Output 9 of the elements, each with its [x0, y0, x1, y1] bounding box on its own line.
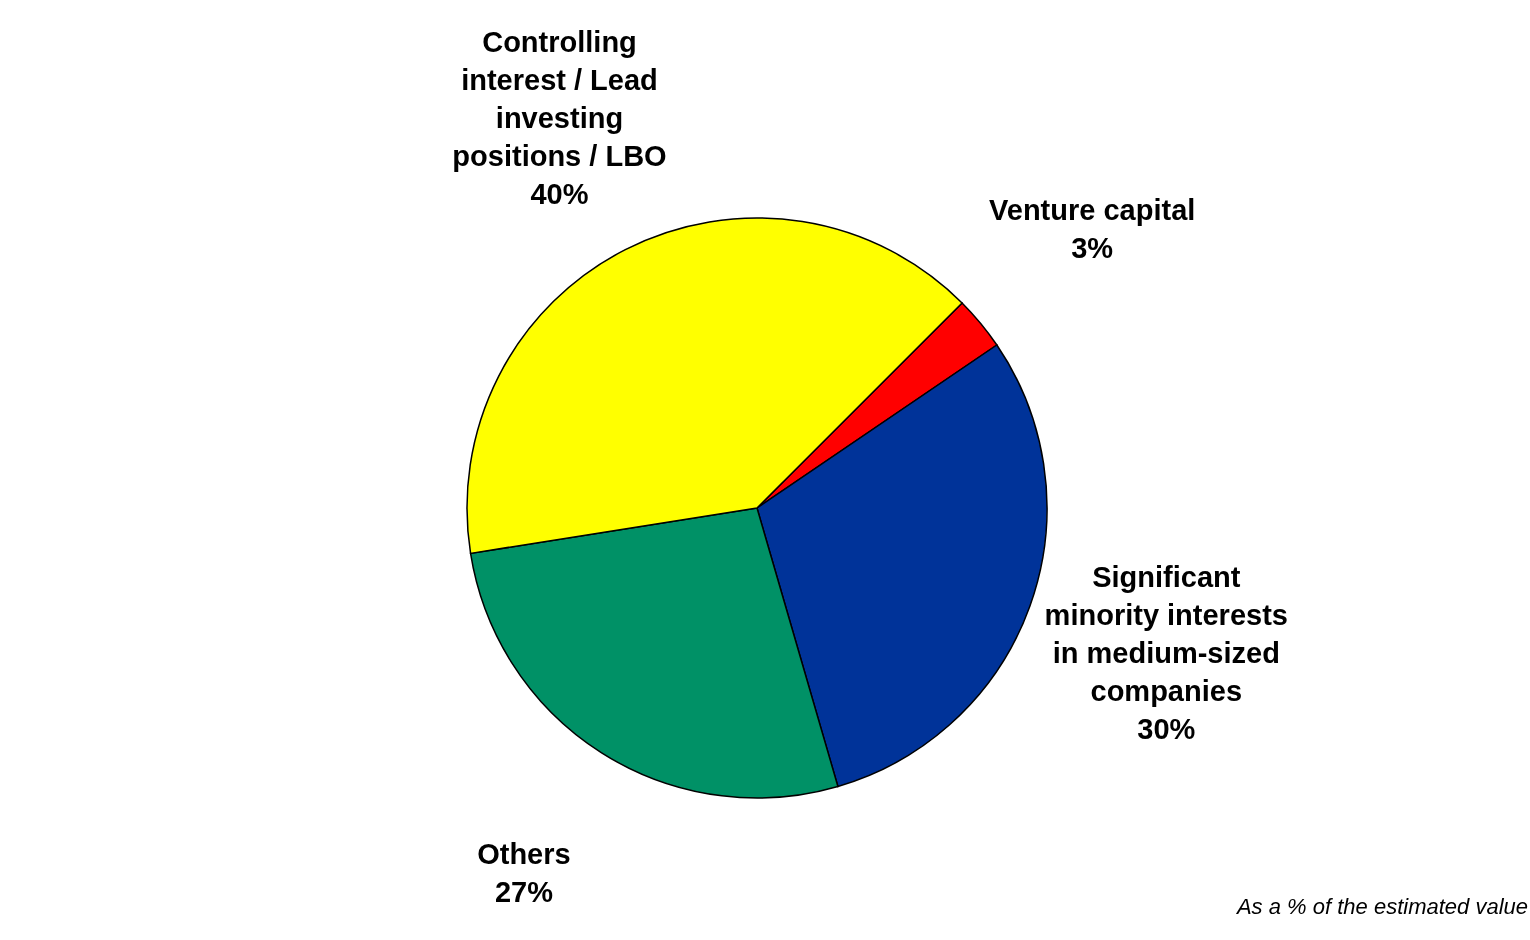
- data-label: 3%: [1071, 231, 1114, 264]
- text: As a % of the estimated value: [1236, 894, 1528, 920]
- data-label: 30%: [1137, 713, 1196, 746]
- slice-label: Venture capital: [989, 193, 1196, 226]
- slice-label: Others: [477, 837, 571, 870]
- slice-label: Controlling interest / Lead investing positions / LBO: [452, 26, 667, 173]
- data-label: 40%: [530, 178, 589, 211]
- data-label: 27%: [494, 875, 554, 908]
- slice-label: Significant minority interests in medium-sized companies: [1044, 561, 1288, 708]
